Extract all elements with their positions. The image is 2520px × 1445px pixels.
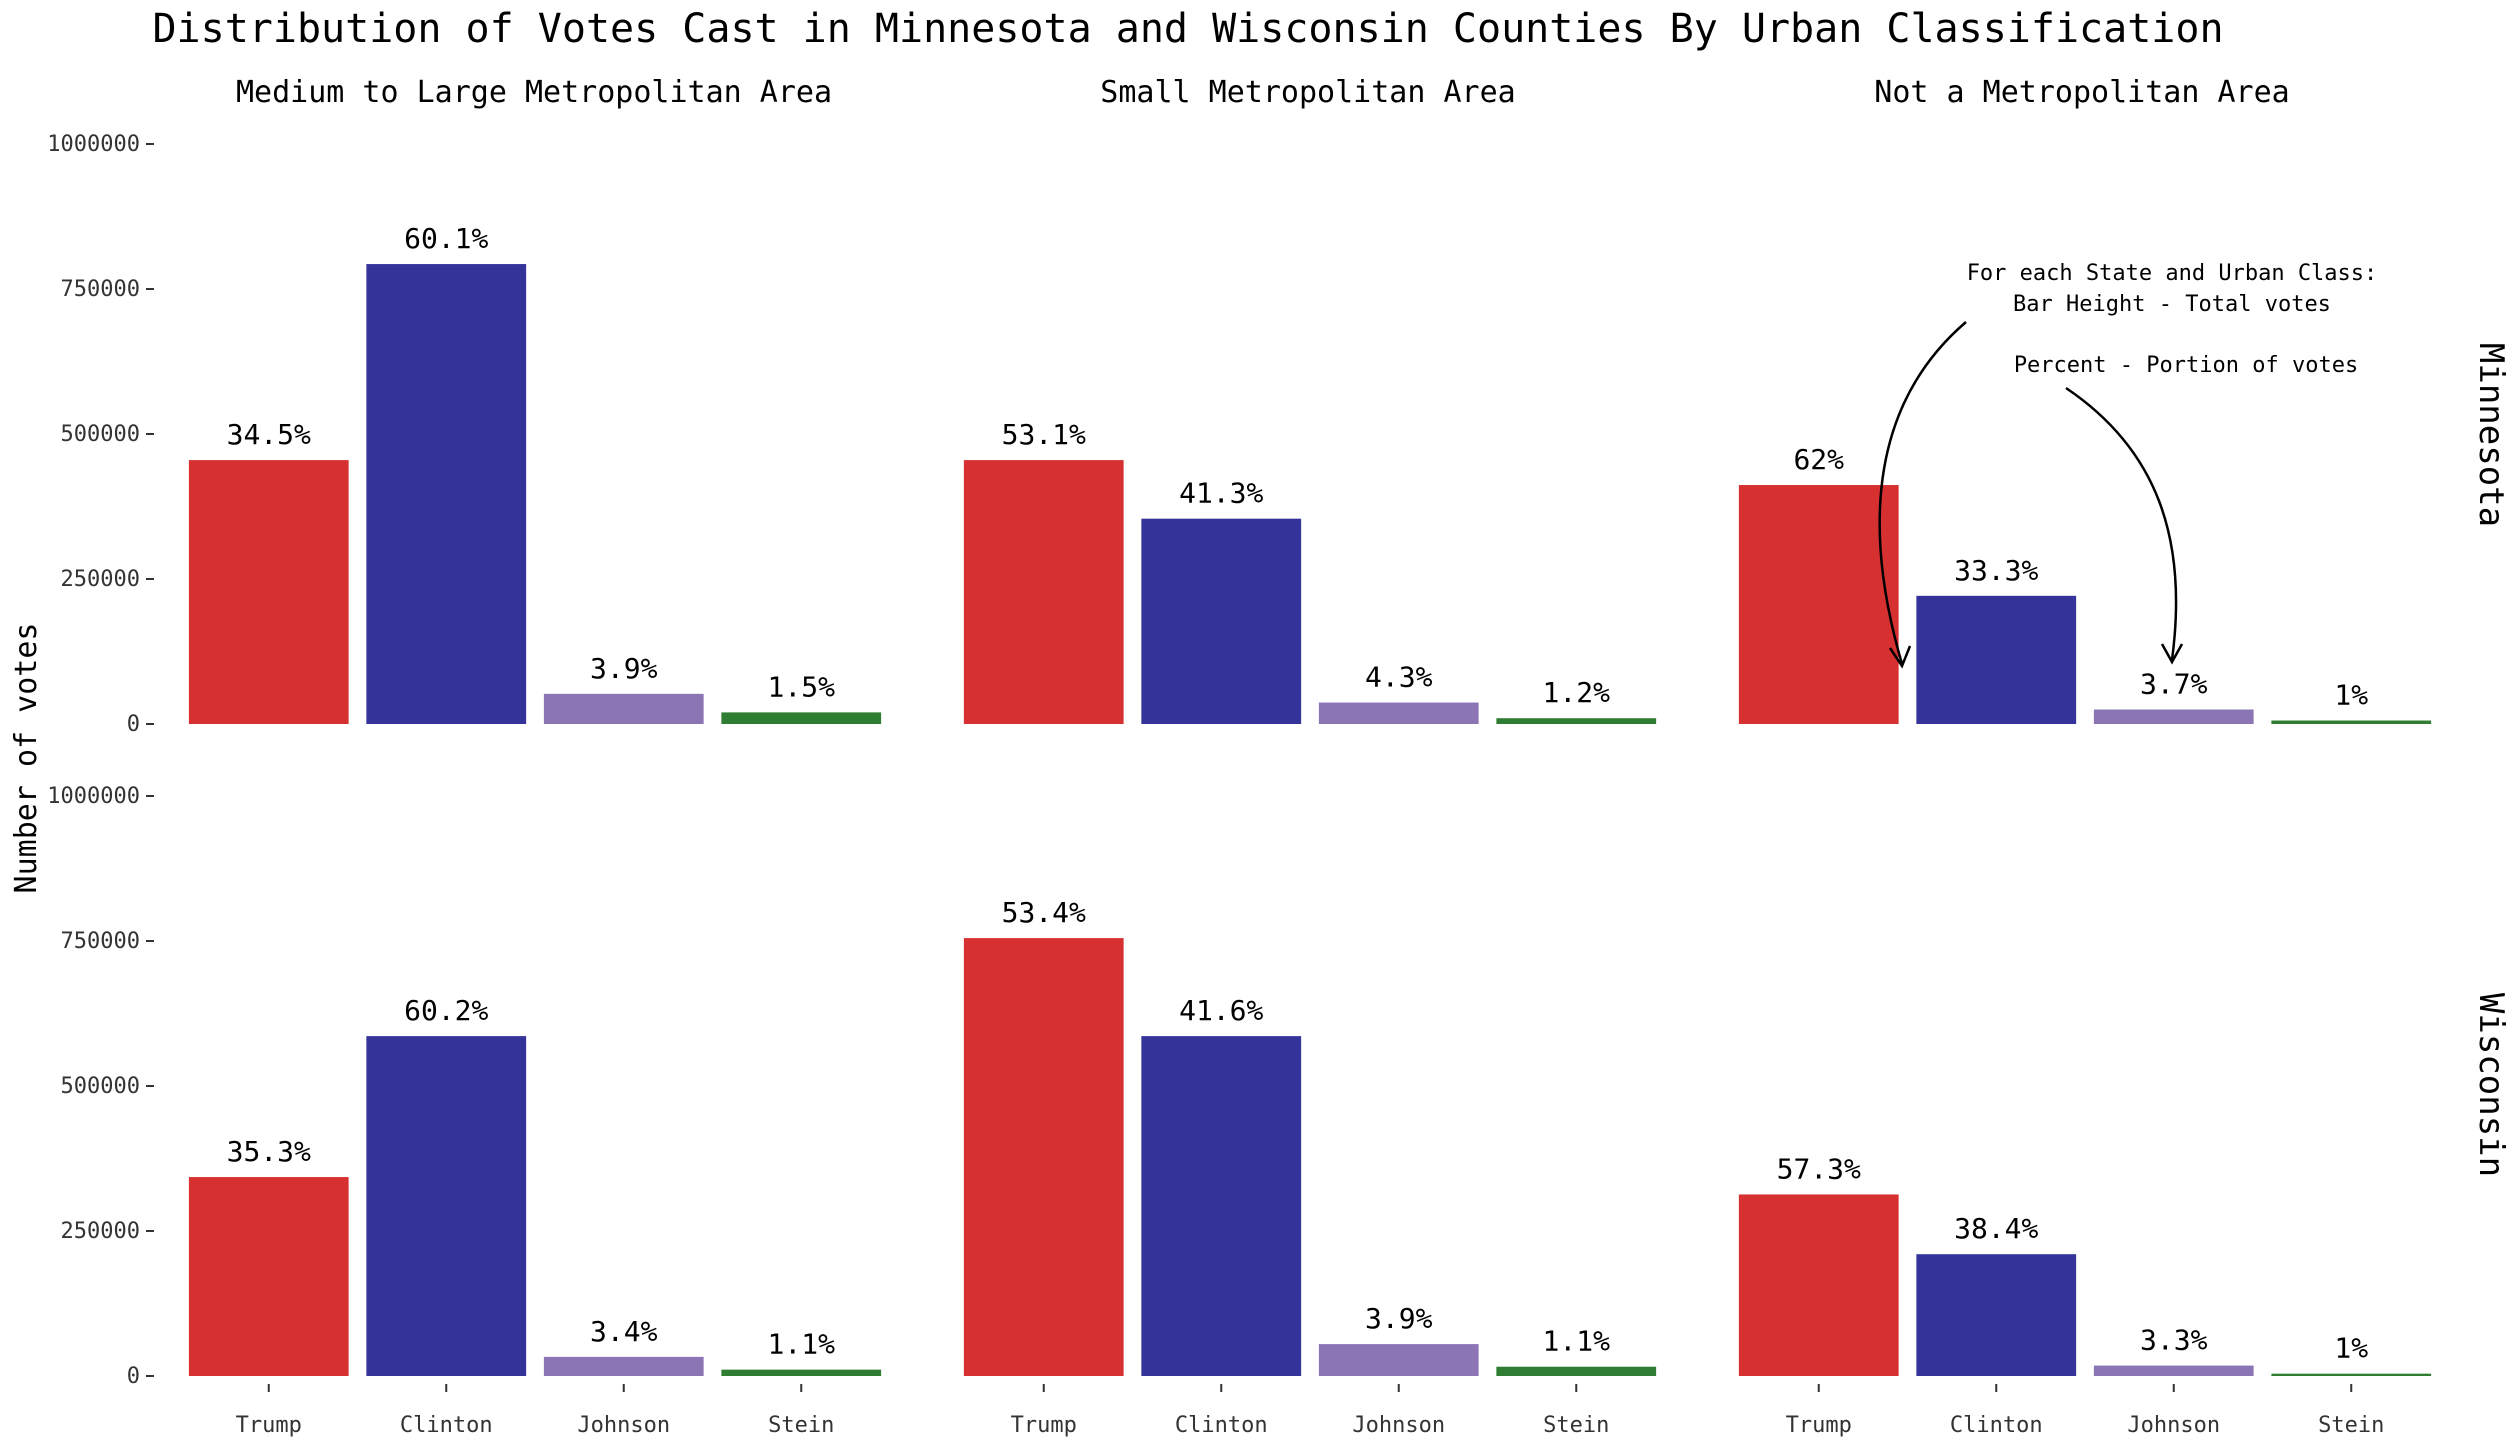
column-header-0: Medium to Large Metropolitan Area	[236, 75, 832, 110]
bar-r0c1-clinton	[1141, 518, 1302, 724]
y-tick-label-row0-4: 1000000	[47, 132, 140, 157]
bar-r1c2-johnson	[2093, 1365, 2254, 1376]
bar-r1c2-stein	[2271, 1373, 2432, 1376]
bar-r1c1-johnson	[1318, 1344, 1479, 1376]
bar-r0c2-stein	[2271, 720, 2432, 724]
annotation-arrow-height	[1878, 321, 1967, 665]
x-tick-label-c1-johnson: Johnson	[1352, 1413, 1445, 1438]
bar-r0c1-trump	[963, 460, 1124, 724]
chart-title: Distribution of Votes Cast in Minnesota …	[152, 6, 2223, 52]
x-tick-label-c2-clinton: Clinton	[1950, 1413, 2043, 1438]
x-tick-label-c2-trump: Trump	[1786, 1413, 1852, 1438]
bar-r1c0-stein	[721, 1369, 882, 1376]
bar-r0c1-stein	[1496, 718, 1657, 724]
bar-r1c0-trump	[188, 1177, 349, 1376]
x-tick-label-c0-johnson: Johnson	[577, 1413, 670, 1438]
y-tick-label-row1-0: 0	[127, 1364, 140, 1389]
value-label-r0c2-trump: 62%	[1793, 443, 1844, 476]
y-tick-label-row1-3: 750000	[61, 929, 140, 954]
y-axis-label: Number of votes	[9, 623, 44, 894]
x-tick-label-c0-trump: Trump	[236, 1413, 302, 1438]
bar-r1c1-trump	[963, 938, 1124, 1376]
value-label-r1c2-stein: 1%	[2334, 1332, 2368, 1365]
value-label-r1c1-trump: 53.4%	[1002, 896, 1086, 929]
value-label-r0c0-johnson: 3.9%	[590, 652, 658, 685]
value-label-r1c0-clinton: 60.2%	[404, 994, 488, 1027]
bar-r0c2-clinton	[1916, 595, 2077, 724]
value-label-r0c1-stein: 1.2%	[1543, 676, 1611, 709]
x-tick-label-c1-stein: Stein	[1543, 1413, 1609, 1438]
column-header-1: Small Metropolitan Area	[1100, 75, 1515, 110]
bar-r0c2-johnson	[2093, 709, 2254, 724]
value-label-r1c0-trump: 35.3%	[227, 1135, 311, 1168]
value-label-r0c2-clinton: 33.3%	[1954, 554, 2038, 587]
value-label-r0c2-stein: 1%	[2334, 679, 2368, 712]
bar-r1c2-trump	[1738, 1194, 1899, 1376]
column-header-2: Not a Metropolitan Area	[1874, 75, 2289, 110]
bar-r1c0-johnson	[543, 1356, 704, 1376]
bar-r1c1-stein	[1496, 1366, 1657, 1376]
bar-r1c2-clinton	[1916, 1254, 2077, 1376]
bar-r0c0-johnson	[543, 693, 704, 724]
y-tick-label-row0-0: 0	[127, 712, 140, 737]
annotation-arrowhead-percent	[2160, 643, 2184, 665]
annotation-line-2: Bar Height - Total votes	[2013, 292, 2331, 317]
value-label-r0c0-trump: 34.5%	[227, 418, 311, 451]
value-label-r0c0-clinton: 60.1%	[404, 222, 488, 255]
x-tick-label-c0-stein: Stein	[768, 1413, 834, 1438]
annotation-line-1: For each State and Urban Class:	[1967, 261, 2378, 286]
bar-r0c2-trump	[1738, 485, 1899, 724]
value-label-r0c1-trump: 53.1%	[1002, 418, 1086, 451]
value-label-r0c1-johnson: 4.3%	[1365, 661, 1433, 694]
y-tick-label-row0-3: 750000	[61, 277, 140, 302]
value-label-r1c1-clinton: 41.6%	[1179, 994, 1263, 1027]
value-label-r1c1-johnson: 3.9%	[1365, 1302, 1433, 1335]
value-label-r1c2-johnson: 3.3%	[2140, 1324, 2208, 1357]
value-label-r1c2-trump: 57.3%	[1777, 1152, 1861, 1185]
value-label-r1c1-stein: 1.1%	[1543, 1325, 1611, 1358]
value-label-r1c0-johnson: 3.4%	[590, 1315, 658, 1348]
x-tick-label-c2-stein: Stein	[2318, 1413, 2384, 1438]
annotation-arrow-percent	[2065, 386, 2178, 661]
annotation-arrowhead-height	[1888, 645, 1912, 669]
y-tick-label-row1-1: 250000	[61, 1219, 140, 1244]
x-tick-label-c1-trump: Trump	[1011, 1413, 1077, 1438]
x-tick-label-c1-clinton: Clinton	[1175, 1413, 1268, 1438]
value-label-r0c2-johnson: 3.7%	[2140, 668, 2208, 701]
bar-r0c0-clinton	[366, 264, 527, 724]
bar-r0c0-trump	[188, 460, 349, 724]
value-label-r0c1-clinton: 41.3%	[1179, 477, 1263, 510]
annotation-line-4: Percent - Portion of votes	[2014, 353, 2358, 378]
value-label-r1c2-clinton: 38.4%	[1954, 1212, 2038, 1245]
bar-r0c0-stein	[721, 712, 882, 724]
y-tick-label-row1-4: 1000000	[47, 784, 140, 809]
x-tick-label-c0-clinton: Clinton	[400, 1413, 493, 1438]
value-label-r1c0-stein: 1.1%	[768, 1328, 836, 1361]
annotation: For each State and Urban Class: Bar Heig…	[1878, 261, 2378, 669]
x-tick-label-c2-johnson: Johnson	[2127, 1413, 2220, 1438]
y-tick-label-row0-2: 500000	[61, 422, 140, 447]
row-header-1: Wisconsin	[2471, 993, 2511, 1177]
bar-r1c0-clinton	[366, 1036, 527, 1376]
y-tick-label-row0-1: 250000	[61, 567, 140, 592]
y-tick-label-row1-2: 500000	[61, 1074, 140, 1099]
row-header-0: Minnesota	[2471, 343, 2511, 527]
bar-r1c1-clinton	[1141, 1036, 1302, 1376]
value-label-r0c0-stein: 1.5%	[768, 670, 836, 703]
bar-r0c1-johnson	[1318, 702, 1479, 724]
